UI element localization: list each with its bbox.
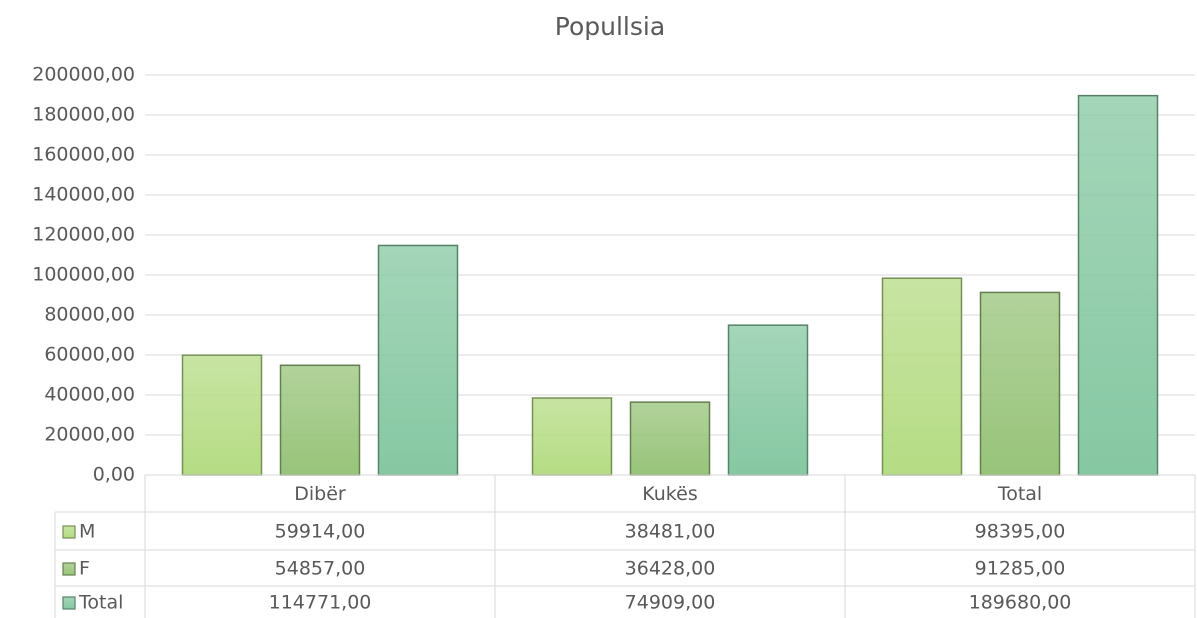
legend-key [62,525,76,539]
legend-key [62,562,76,576]
data-label: 91285,00 [975,558,1066,580]
x-tick-label: Dibër [294,483,346,505]
legend-key [62,596,76,610]
chart-title: Popullsia [555,12,665,41]
y-tick-label: 180000,00 [32,104,135,126]
bar [979,291,1061,476]
x-tick-label: Total [997,483,1042,505]
y-tick-label: 160000,00 [32,144,135,166]
data-label: 98395,00 [975,521,1066,543]
bar [1077,94,1159,476]
y-tick-label: 100000,00 [32,264,135,286]
bar [881,277,963,476]
x-tick-label: Kukës [642,483,697,505]
y-tick-label: 20000,00 [44,424,135,446]
data-label: 38481,00 [625,521,716,543]
bar [181,354,263,476]
bar [279,364,361,476]
bar [629,401,711,476]
legend-label: M [79,521,95,543]
y-tick-label: 80000,00 [44,304,135,326]
y-tick-label: 60000,00 [44,344,135,366]
data-label: 36428,00 [625,558,716,580]
y-tick-label: 140000,00 [32,184,135,206]
data-label: 54857,00 [275,558,366,580]
legend-label: Total [78,592,123,614]
legend-label: F [79,558,90,580]
y-tick-label: 200000,00 [32,64,135,86]
bar [377,244,459,476]
bar [727,324,809,476]
data-label: 74909,00 [625,592,716,614]
data-label: 114771,00 [269,592,372,614]
y-tick-label: 0,00 [93,464,135,486]
y-tick-label: 120000,00 [32,224,135,246]
bar [531,397,613,476]
data-label: 189680,00 [969,592,1072,614]
y-tick-label: 40000,00 [44,384,135,406]
data-label: 59914,00 [275,521,366,543]
